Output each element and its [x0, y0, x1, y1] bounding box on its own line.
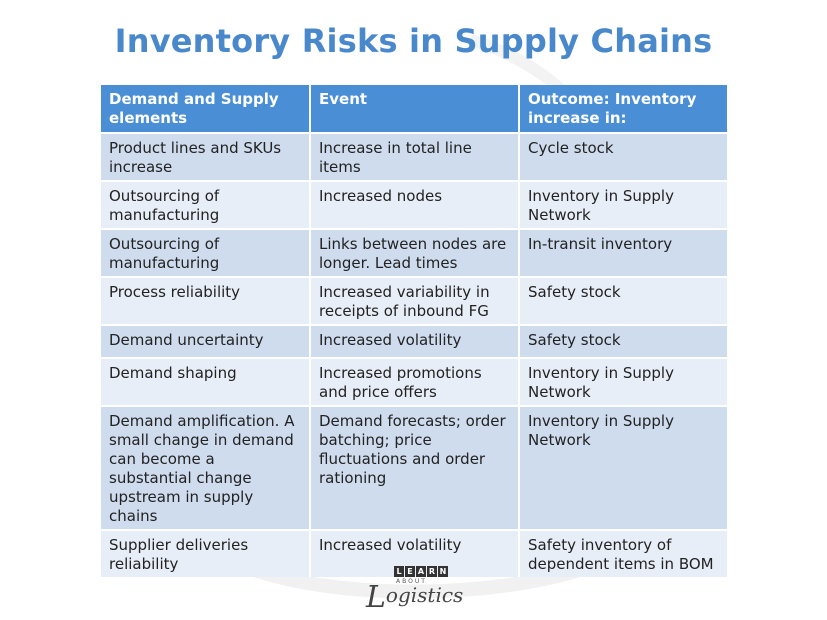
cell-event: Increased nodes [310, 180, 520, 229]
table-row: Outsourcing of manufacturing Links betwe… [101, 228, 727, 277]
table-row: Demand shaping Increased promotions and … [101, 357, 727, 406]
logo-letter: E [405, 566, 415, 577]
cell-outcome: Inventory in Supply Network [519, 357, 727, 406]
cell-event: Links between nodes are longer. Lead tim… [310, 228, 520, 277]
table-header-row: Demand and Supply elements Event Outcome… [101, 85, 727, 133]
cell-event: Demand forecasts; order batching; price … [310, 405, 520, 530]
cell-element: Product lines and SKUs increase [101, 132, 311, 181]
table-row: Product lines and SKUs increase Increase… [101, 132, 727, 181]
inventory-risks-table: Demand and Supply elements Event Outcome… [101, 85, 727, 577]
cell-element: Outsourcing of manufacturing [101, 228, 311, 277]
cell-outcome: Safety stock [519, 276, 727, 325]
cell-outcome: Cycle stock [519, 132, 727, 181]
logo-about-text: ABOUT [396, 578, 427, 585]
cell-element: Outsourcing of manufacturing [101, 180, 311, 229]
logo-letter: N [438, 566, 448, 577]
cell-outcome: Safety stock [519, 324, 727, 358]
cell-event: Increased volatility [310, 324, 520, 358]
cell-event: Increased promotions and price offers [310, 357, 520, 406]
cell-element: Demand amplification. A small change in … [101, 405, 311, 530]
table-row: Demand uncertainty Increased volatility … [101, 324, 727, 358]
logo-letter: R [427, 566, 437, 577]
learn-about-logistics-logo: L E A R N ABOUT Logistics [366, 566, 466, 615]
cell-outcome: Inventory in Supply Network [519, 180, 727, 229]
table-row: Demand amplification. A small change in … [101, 405, 727, 530]
cell-outcome: Safety inventory of dependent items in B… [519, 529, 727, 577]
logo-learn-blocks: L E A R N [394, 566, 448, 577]
cell-element: Process reliability [101, 276, 311, 325]
table-row: Outsourcing of manufacturing Increased n… [101, 180, 727, 229]
cell-outcome: In-transit inventory [519, 228, 727, 277]
logo-letter: L [394, 566, 404, 577]
table-row: Process reliability Increased variabilit… [101, 276, 727, 325]
page-title: Inventory Risks in Supply Chains [114, 22, 713, 60]
cell-element: Supplier deliveries reliability [101, 529, 311, 577]
column-header-elements: Demand and Supply elements [101, 85, 311, 133]
logo-rest: ogistics [385, 583, 464, 607]
logo-initial: L [366, 580, 386, 615]
cell-element: Demand shaping [101, 357, 311, 406]
cell-event: Increase in total line items [310, 132, 520, 181]
logo-logistics-text: Logistics [366, 580, 463, 615]
column-header-outcome: Outcome: Inventory increase in: [519, 85, 727, 133]
cell-element: Demand uncertainty [101, 324, 311, 358]
cell-event: Increased variability in receipts of inb… [310, 276, 520, 325]
logo-letter: A [416, 566, 426, 577]
cell-outcome: Inventory in Supply Network [519, 405, 727, 530]
column-header-event: Event [310, 85, 520, 133]
